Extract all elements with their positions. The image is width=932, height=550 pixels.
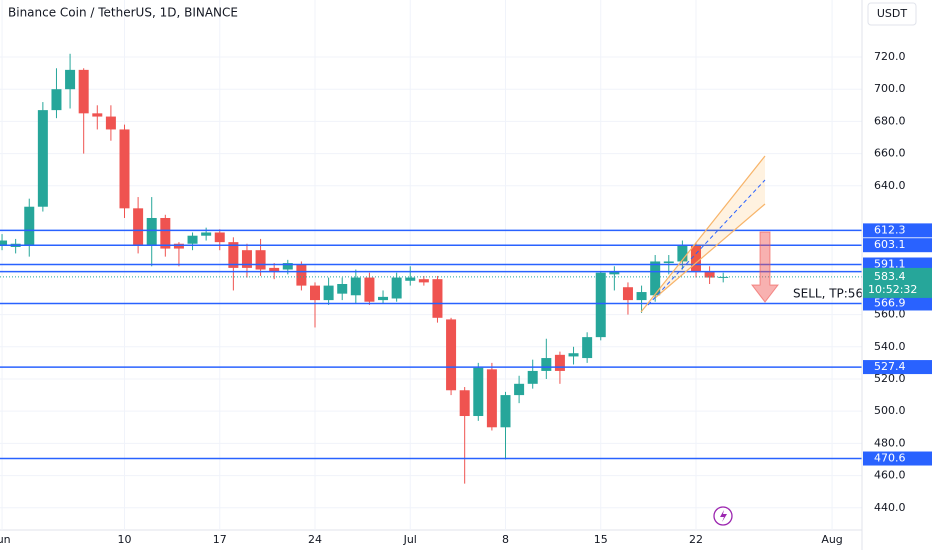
x-tick-label: 24 [308, 533, 322, 546]
level-label: 612.3 [874, 223, 906, 236]
candle-body [418, 279, 429, 283]
candle-body [378, 296, 389, 301]
annotation: SELL, TP:56 [793, 287, 863, 301]
candle-body [255, 250, 266, 270]
y-tick-label: 500.0 [874, 404, 906, 417]
countdown: 10:52:32 [868, 283, 917, 296]
currency-box[interactable] [867, 2, 917, 26]
x-tick-label: 10 [118, 533, 132, 546]
candle-body [241, 250, 252, 268]
candle-body [609, 271, 620, 275]
candle-body [78, 69, 89, 114]
level-label: 470.6 [874, 452, 906, 465]
sell-arrow [750, 231, 780, 303]
y-tick-label: 520.0 [874, 372, 906, 385]
x-tick-label: 17 [213, 533, 227, 546]
candle-body [446, 319, 457, 391]
y-tick-label: 480.0 [874, 436, 906, 449]
candle-body [146, 217, 157, 246]
candle-body [568, 353, 579, 357]
chart-title: Binance Coin / TetherUS, 1D, BINANCE [8, 6, 238, 20]
channel-line [654, 203, 766, 299]
candle-body [337, 283, 348, 294]
candle-body [119, 129, 130, 209]
last-price-label: 583.4 [874, 270, 906, 283]
y-tick-label: 540.0 [874, 340, 906, 353]
candle-body [391, 277, 402, 299]
level-label: 566.9 [874, 296, 906, 309]
candle-body [364, 277, 375, 302]
candle-body [595, 272, 606, 338]
candle-body [582, 337, 593, 359]
candle-body [65, 69, 76, 90]
level-label: 527.4 [874, 360, 906, 373]
level-label-bg [863, 360, 932, 375]
level-label-bg [863, 451, 932, 466]
candle-body [133, 208, 144, 246]
currency[interactable]: USDT [877, 7, 908, 20]
level-label-bg [863, 296, 932, 311]
candle-body [37, 110, 48, 207]
candle-body [554, 354, 565, 371]
x-tick-label: 8 [502, 533, 509, 546]
y-tick-label: 560.0 [874, 308, 906, 321]
channel-line [640, 155, 766, 313]
candle-body [514, 383, 525, 396]
x-tick-label: Jul [403, 533, 417, 546]
candle-body [187, 235, 198, 244]
event-icon-bolt [720, 510, 727, 522]
y-tick-label: 680.0 [874, 114, 906, 127]
channel-midline [647, 179, 766, 306]
candle-body [405, 277, 416, 281]
candle-body [105, 116, 116, 130]
candle-body [0, 240, 8, 246]
candle-body [269, 267, 280, 272]
candle-body [486, 369, 497, 428]
level-label-bg [863, 223, 932, 238]
candle-body [92, 113, 103, 117]
last-price-bg [863, 267, 932, 298]
candle-body [459, 390, 470, 417]
candle-body [214, 232, 225, 243]
level-label: 591.1 [874, 258, 906, 271]
candle-body [350, 277, 361, 296]
candle-body [296, 264, 307, 286]
candle-body [690, 245, 701, 272]
candle-body [622, 287, 633, 301]
candle-body [323, 285, 334, 301]
x-tick-label: Jun [0, 533, 11, 546]
level-label: 603.1 [874, 238, 906, 251]
candle-body [650, 261, 661, 296]
candle-body [228, 242, 239, 268]
y-tick-label: 660.0 [874, 147, 906, 160]
candle-body [527, 370, 538, 384]
candle-body [663, 261, 674, 264]
y-tick-label: 640.0 [874, 179, 906, 192]
candle-body [541, 358, 552, 371]
y-tick-label: 460.0 [874, 469, 906, 482]
candle-body [636, 292, 647, 301]
candle-body [201, 232, 212, 236]
y-tick-label: 720.0 [874, 50, 906, 63]
candle-body [51, 89, 62, 111]
candle-body [704, 271, 715, 278]
candle-body [500, 395, 511, 428]
candle-body [473, 367, 484, 417]
candle-body [282, 263, 293, 270]
candle-body [173, 243, 184, 249]
x-tick-label: 22 [689, 533, 703, 546]
candle-body [432, 279, 443, 318]
candle-body [677, 245, 688, 262]
x-tick-label: 15 [594, 533, 608, 546]
y-tick-label: 440.0 [874, 501, 906, 514]
x-tick-label: Aug [821, 533, 842, 546]
level-label-bg [863, 238, 932, 253]
y-tick-label: 700.0 [874, 82, 906, 95]
candle-body [24, 206, 35, 246]
candle-body [160, 217, 171, 249]
candle-body [310, 285, 321, 301]
